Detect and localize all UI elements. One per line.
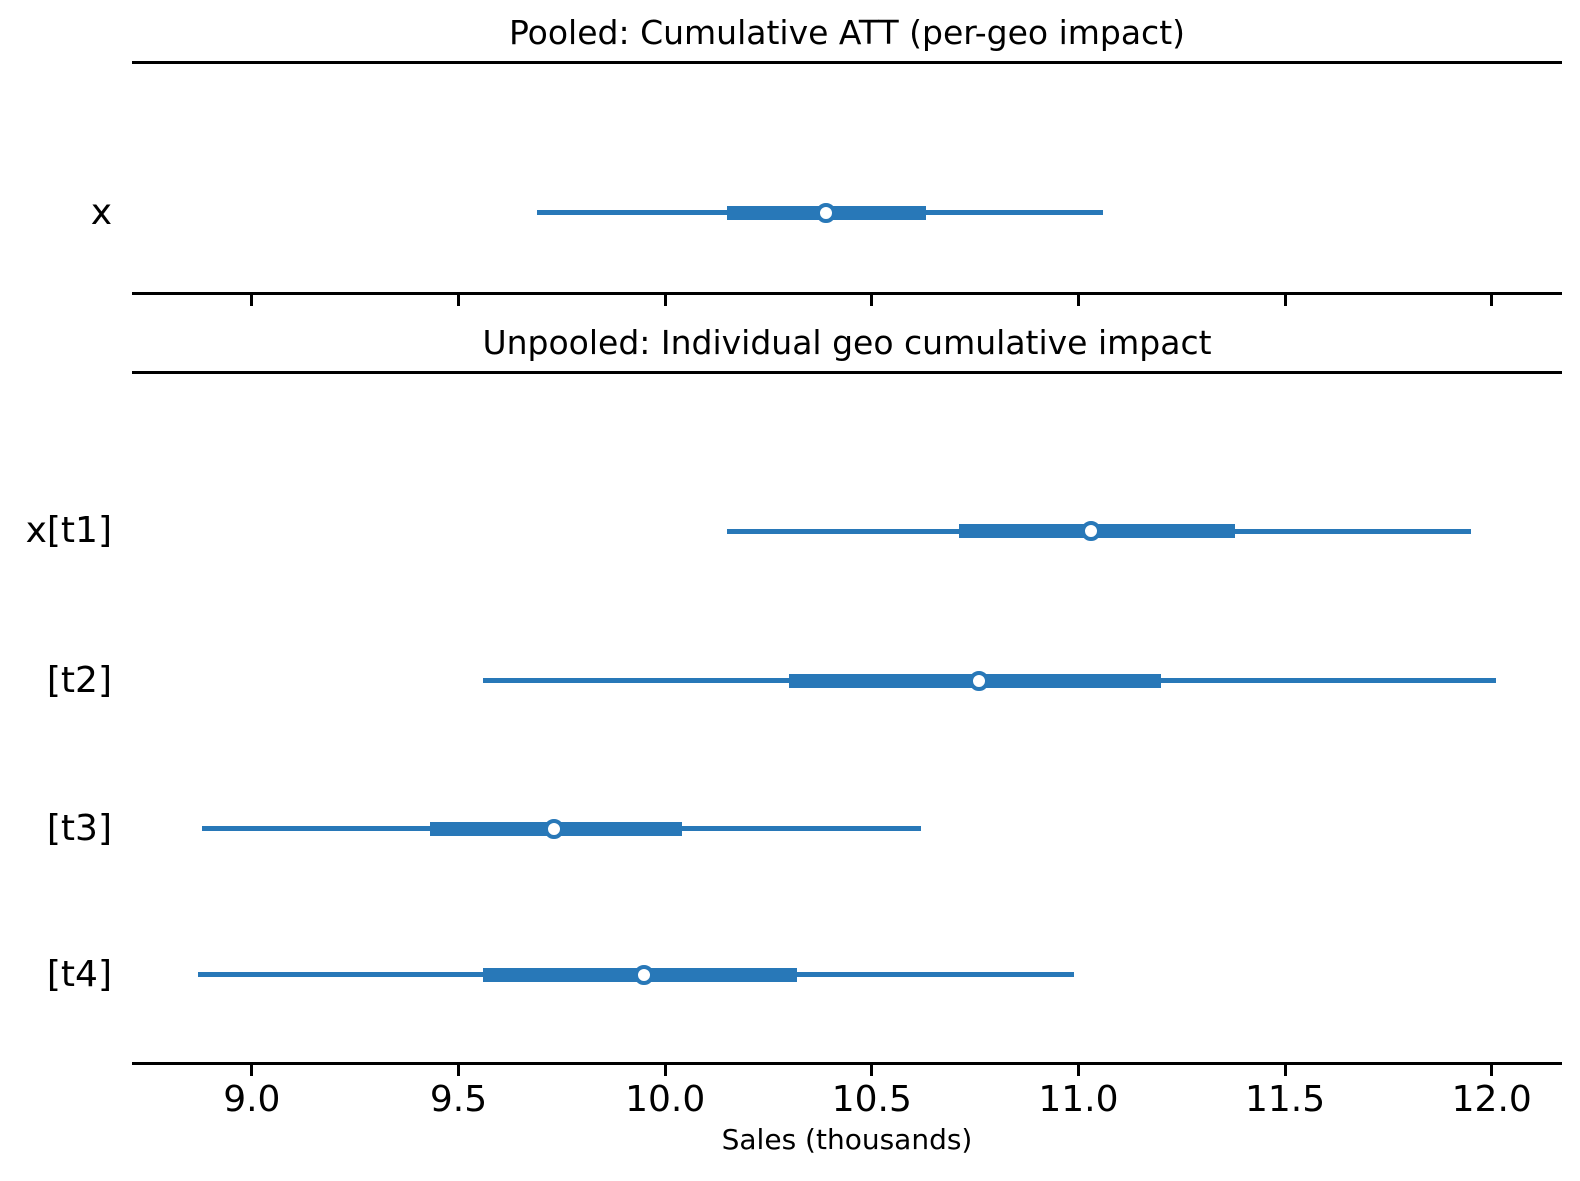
x-axis-tick-label: 9.0 bbox=[223, 1079, 281, 1120]
x-axis-tick bbox=[663, 1065, 667, 1076]
x-axis-line bbox=[132, 1062, 1562, 1065]
x-axis-tick bbox=[1283, 295, 1287, 306]
x-axis-tick-label: 12.0 bbox=[1451, 1079, 1532, 1120]
point-estimate-marker-x-t1 bbox=[1080, 521, 1101, 542]
x-axis-tick-label: 10.5 bbox=[831, 1079, 912, 1120]
unpooled-panel-title: Unpooled: Individual geo cumulative impa… bbox=[482, 323, 1212, 362]
x-axis-line bbox=[132, 292, 1562, 295]
point-estimate-marker-t4 bbox=[634, 964, 655, 985]
x-axis-tick bbox=[1283, 1065, 1287, 1076]
x-axis-tick bbox=[250, 295, 254, 306]
x-axis-tick bbox=[1490, 295, 1494, 306]
x-axis-tick bbox=[1076, 1065, 1080, 1076]
row-label-t3: [t3] bbox=[46, 807, 112, 849]
x-axis-tick bbox=[870, 295, 874, 306]
row-label-x-t1: x[t1] bbox=[25, 510, 112, 552]
x-axis-tick-label: 10.0 bbox=[625, 1079, 706, 1120]
x-axis-tick bbox=[663, 295, 667, 306]
x-axis-label: Sales (thousands) bbox=[721, 1123, 973, 1156]
point-estimate-marker-t3 bbox=[543, 818, 564, 839]
x-axis-tick-label: 9.5 bbox=[429, 1079, 488, 1120]
panel-top-spine bbox=[132, 61, 1562, 64]
x-axis-tick bbox=[870, 1065, 874, 1076]
x-axis-tick bbox=[457, 295, 460, 306]
point-estimate-marker-t2 bbox=[969, 670, 990, 691]
point-estimate-marker-x bbox=[816, 202, 837, 223]
panel-top-spine bbox=[132, 371, 1562, 374]
x-axis-tick bbox=[250, 1065, 254, 1076]
row-label-t2: [t2] bbox=[46, 659, 112, 701]
x-axis-tick bbox=[1490, 1065, 1494, 1076]
x-axis-tick-label: 11.0 bbox=[1038, 1079, 1119, 1120]
pooled-panel-title: Pooled: Cumulative ATT (per-geo impact) bbox=[508, 13, 1186, 52]
row-label-x: x bbox=[90, 191, 112, 233]
x-axis-tick bbox=[457, 1065, 460, 1076]
x-axis-tick bbox=[1076, 295, 1080, 306]
row-label-t4: [t4] bbox=[46, 953, 112, 995]
x-axis-tick-label: 11.5 bbox=[1245, 1079, 1326, 1120]
